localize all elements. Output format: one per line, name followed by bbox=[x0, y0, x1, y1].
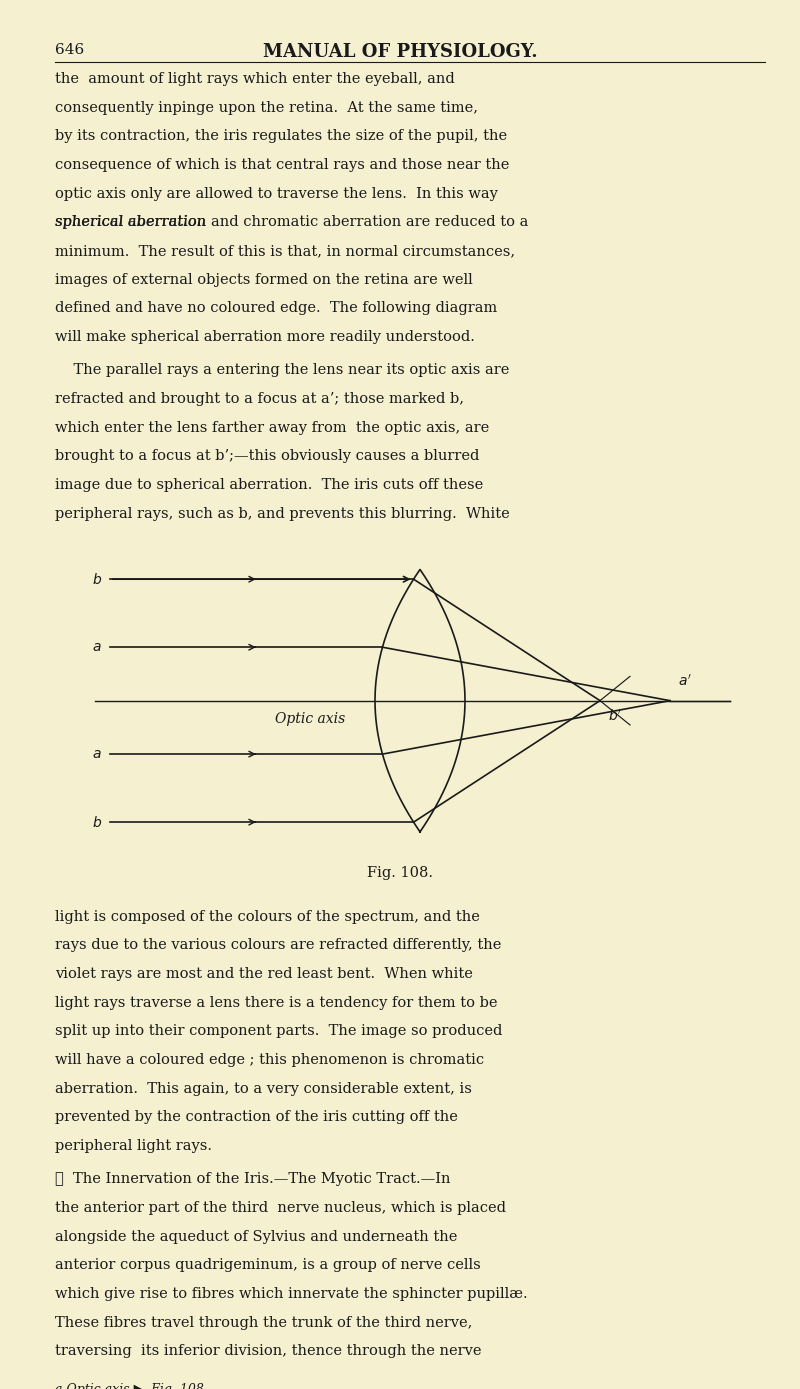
Text: Fig. 108.: Fig. 108. bbox=[367, 865, 433, 879]
Text: will make spherical aberration more readily understood.: will make spherical aberration more read… bbox=[55, 331, 475, 344]
Text: spherical aberration: spherical aberration bbox=[55, 215, 206, 229]
Text: defined and have no coloured edge.  The following diagram: defined and have no coloured edge. The f… bbox=[55, 301, 498, 315]
Text: Optic axis: Optic axis bbox=[275, 713, 346, 726]
Text: light is composed of the colours of the spectrum, and the: light is composed of the colours of the … bbox=[55, 910, 480, 924]
Text: The parallel rays a entering the lens near its optic axis are: The parallel rays a entering the lens ne… bbox=[55, 364, 510, 378]
Text: 646: 646 bbox=[55, 43, 84, 57]
Text: $b$: $b$ bbox=[92, 572, 102, 586]
Text: a Optic axis ▶  Fig. 108.: a Optic axis ▶ Fig. 108. bbox=[55, 1383, 208, 1389]
Text: aberration.  This again, to a very considerable extent, is: aberration. This again, to a very consid… bbox=[55, 1082, 472, 1096]
Text: the  amount of light rays which enter the eyeball, and: the amount of light rays which enter the… bbox=[55, 72, 454, 86]
Text: alongside the aqueduct of Sylvius and underneath the: alongside the aqueduct of Sylvius and un… bbox=[55, 1229, 458, 1243]
Text: MANUAL OF PHYSIOLOGY.: MANUAL OF PHYSIOLOGY. bbox=[262, 43, 538, 61]
Text: $b'$: $b'$ bbox=[608, 708, 622, 724]
Text: will have a coloured edge ; this phenomenon is chromatic: will have a coloured edge ; this phenome… bbox=[55, 1053, 484, 1067]
Text: prevented by the contraction of the iris cutting off the: prevented by the contraction of the iris… bbox=[55, 1110, 458, 1124]
Text: which give rise to fibres which innervate the sphincter pupillæ.: which give rise to fibres which innervat… bbox=[55, 1288, 528, 1301]
Text: optic axis only are allowed to traverse the lens.  In this way: optic axis only are allowed to traverse … bbox=[55, 186, 498, 200]
Text: brought to a focus at b’;—this obviously causes a blurred: brought to a focus at b’;—this obviously… bbox=[55, 450, 479, 464]
Text: spherical aberration and chromatic aberration are reduced to a: spherical aberration and chromatic aberr… bbox=[55, 215, 528, 229]
Text: the anterior part of the third  nerve nucleus, which is placed: the anterior part of the third nerve nuc… bbox=[55, 1201, 506, 1215]
Text: by its contraction, the iris regulates the size of the pupil, the: by its contraction, the iris regulates t… bbox=[55, 129, 507, 143]
Text: These fibres travel through the trunk of the third nerve,: These fibres travel through the trunk of… bbox=[55, 1315, 472, 1329]
Text: minimum.  The result of this is that, in normal circumstances,: minimum. The result of this is that, in … bbox=[55, 244, 515, 258]
Text: $b$: $b$ bbox=[92, 814, 102, 829]
Text: image due to spherical aberration.  The iris cuts off these: image due to spherical aberration. The i… bbox=[55, 478, 483, 492]
Text: $a$: $a$ bbox=[93, 640, 102, 654]
Text: rays due to the various colours are refracted differently, the: rays due to the various colours are refr… bbox=[55, 938, 502, 953]
Text: light rays traverse a lens there is a tendency for them to be: light rays traverse a lens there is a te… bbox=[55, 996, 498, 1010]
Text: refracted and brought to a focus at a’; those marked b,: refracted and brought to a focus at a’; … bbox=[55, 392, 464, 406]
Text: $a'$: $a'$ bbox=[678, 674, 692, 689]
Text: anterior corpus quadrigeminum, is a group of nerve cells: anterior corpus quadrigeminum, is a grou… bbox=[55, 1258, 481, 1272]
Text: consequently inpinge upon the retina.  At the same time,: consequently inpinge upon the retina. At… bbox=[55, 100, 478, 114]
Text: ✓  The Innervation of the Iris.—The Myotic Tract.—In: ✓ The Innervation of the Iris.—The Myoti… bbox=[55, 1172, 450, 1186]
Text: $a$: $a$ bbox=[93, 747, 102, 761]
Text: traversing  its inferior division, thence through the nerve: traversing its inferior division, thence… bbox=[55, 1345, 482, 1358]
Text: consequence of which is that central rays and those near the: consequence of which is that central ray… bbox=[55, 158, 510, 172]
Text: images of external objects formed on the retina are well: images of external objects formed on the… bbox=[55, 272, 473, 286]
Text: peripheral rays, such as b, and prevents this blurring.  White: peripheral rays, such as b, and prevents… bbox=[55, 507, 510, 521]
Text: peripheral light rays.: peripheral light rays. bbox=[55, 1139, 212, 1153]
Text: which enter the lens farther away from  the optic axis, are: which enter the lens farther away from t… bbox=[55, 421, 490, 435]
Text: split up into their component parts.  The image so produced: split up into their component parts. The… bbox=[55, 1024, 502, 1038]
Text: violet rays are most and the red least bent.  When white: violet rays are most and the red least b… bbox=[55, 967, 473, 981]
